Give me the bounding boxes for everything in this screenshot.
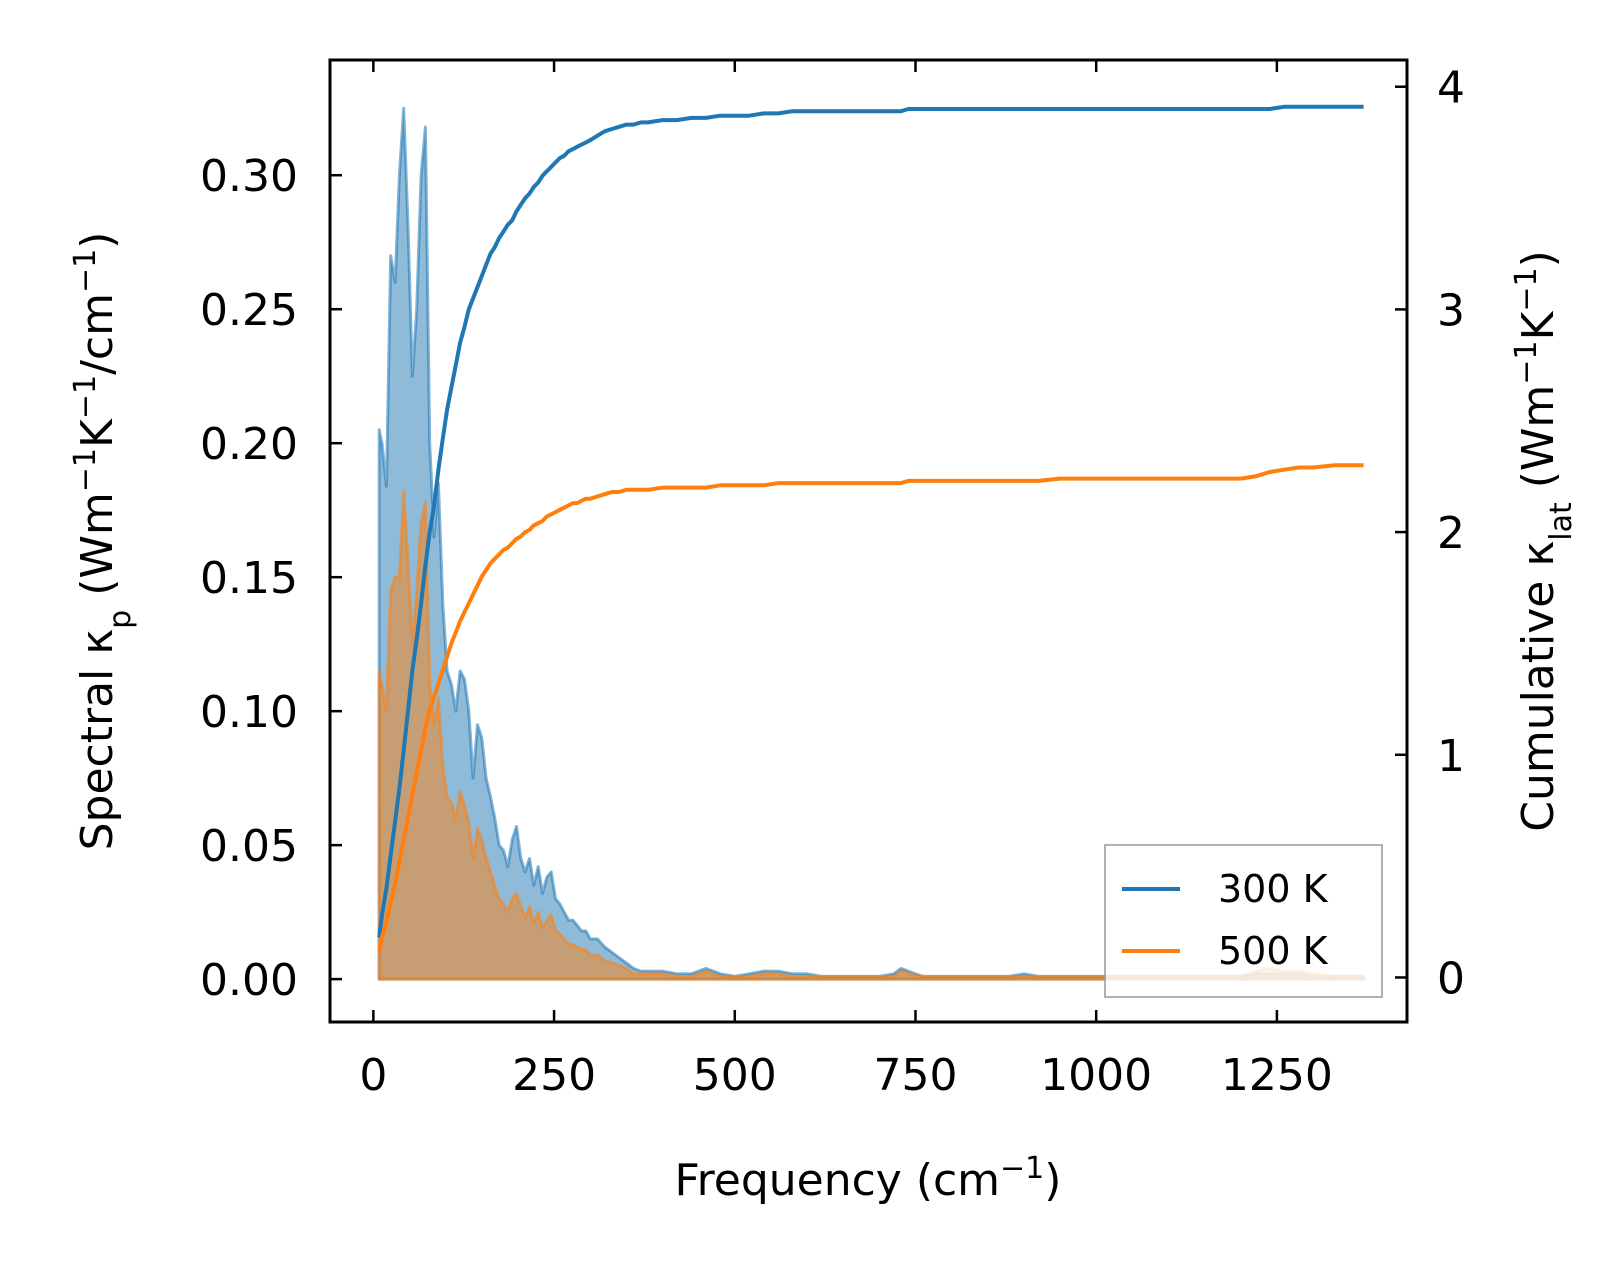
legend-box <box>1104 844 1383 998</box>
left-y-tick-label: 0.15 <box>200 553 298 604</box>
right-y-tick-label: 1 <box>1437 731 1465 782</box>
left-y-tick-label: 0.05 <box>200 821 298 872</box>
right-y-tick-label: 4 <box>1437 63 1465 114</box>
left-y-tick-label: 0.00 <box>200 955 298 1006</box>
left-y-axis-title: Spectral κp (Wm−1K−1/cm−1) <box>68 232 138 851</box>
left-y-tick-label: 0.30 <box>200 151 298 202</box>
right-y-axis-title: Cumulative κlat (Wm−1K−1) <box>1509 250 1579 832</box>
left-y-tick-label: 0.25 <box>200 285 298 336</box>
right-y-tick-label: 2 <box>1437 508 1465 559</box>
cumulative-line-300k <box>377 104 1364 938</box>
left-y-tick-label: 0.10 <box>200 687 298 738</box>
legend-label-500k: 500 K <box>1218 929 1329 973</box>
spectral-fills <box>377 106 1366 981</box>
left-y-tick-label: 0.20 <box>200 419 298 470</box>
right-y-tick-label: 0 <box>1437 953 1465 1004</box>
axis-ticks: 0 250 500 750 1000 1250 0.00 0.05 0.10 0.15 0.20 0.… <box>200 60 1465 1101</box>
cumulative-lines <box>377 104 1364 952</box>
x-tick-label: 1000 <box>1040 1050 1152 1101</box>
legend-label-300k: 300 K <box>1218 867 1329 911</box>
spectral-area-500k <box>377 489 1366 981</box>
plot-frame <box>328 58 1409 1024</box>
x-tick-label: 750 <box>873 1050 957 1101</box>
cumulative-line-500k <box>377 463 1364 952</box>
x-tick-label: 250 <box>512 1050 596 1101</box>
legend: 300 K 500 K <box>1104 844 1383 998</box>
x-tick-label: 1250 <box>1221 1050 1333 1101</box>
right-y-tick-label: 3 <box>1437 285 1465 336</box>
x-axis-title: Frequency (cm−1) <box>675 1151 1062 1207</box>
x-tick-label: 0 <box>359 1050 387 1101</box>
x-tick-label: 500 <box>693 1050 777 1101</box>
